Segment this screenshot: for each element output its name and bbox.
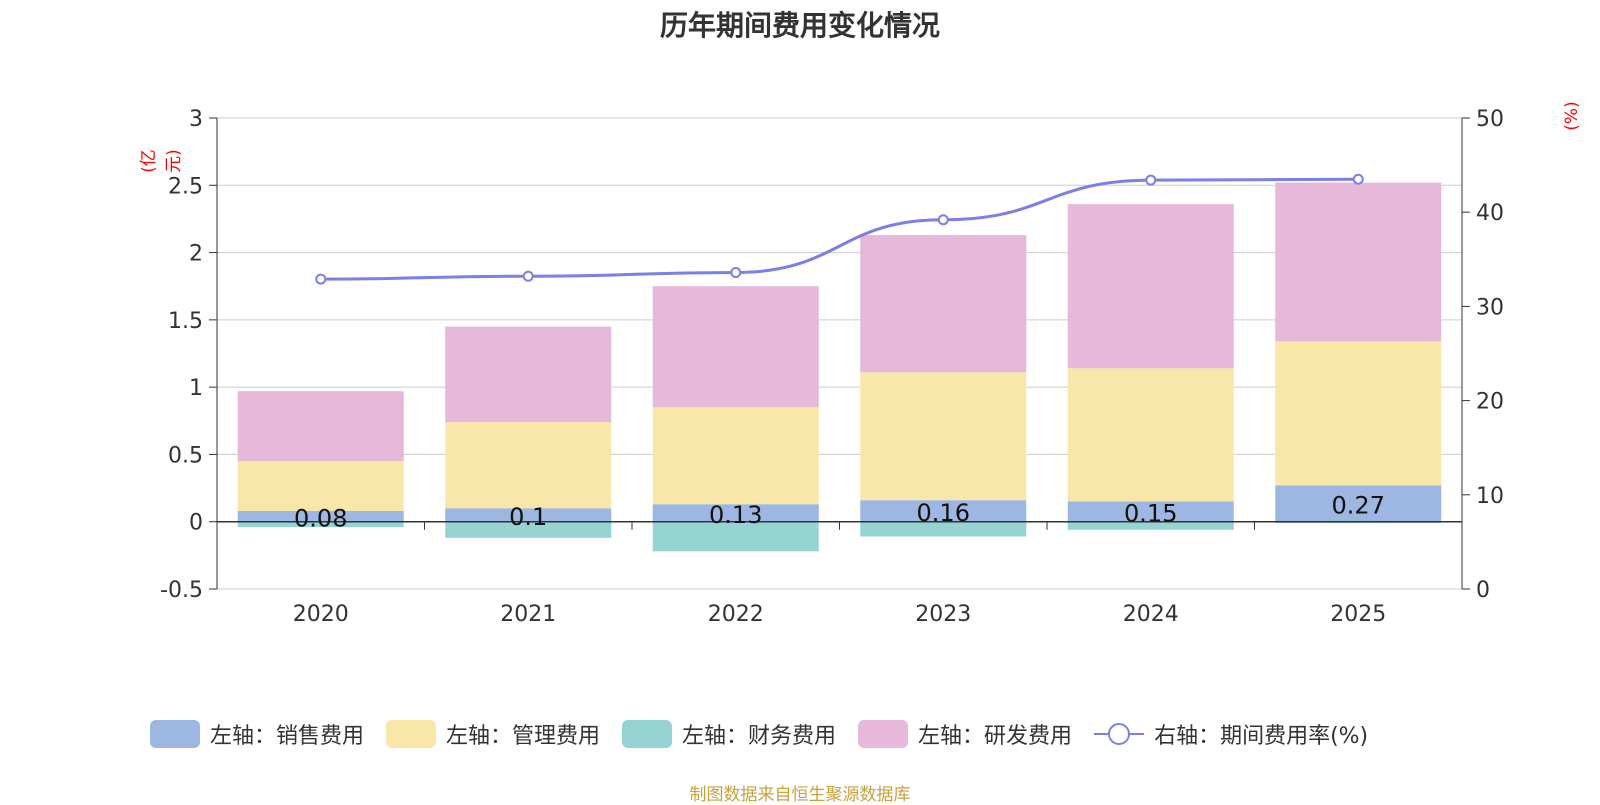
category-label-2023: 2023 bbox=[915, 602, 971, 627]
bar-3-2022 bbox=[652, 286, 819, 408]
right-tick-label: 0 bbox=[1476, 578, 1490, 603]
legend-label-rd: 左轴：研发费用 bbox=[918, 724, 1073, 749]
chart-title: 历年期间费用变化情况 bbox=[659, 9, 940, 42]
left-axis-title: (亿元) bbox=[139, 149, 184, 173]
right-axis-title: (%) bbox=[1562, 101, 1582, 131]
right-tick-label: 40 bbox=[1476, 201, 1504, 226]
left-tick-label: 1.5 bbox=[168, 309, 203, 334]
data-label-2022: 0.13 bbox=[709, 501, 762, 529]
expense-rate-line bbox=[320, 177, 1359, 281]
left-tick-label: 0 bbox=[189, 511, 203, 536]
expense-rate-point-2022 bbox=[730, 266, 742, 278]
legend-swatch-finance bbox=[622, 720, 673, 748]
left-tick-label: -0.5 bbox=[160, 578, 203, 603]
right-tick-label: 30 bbox=[1476, 295, 1504, 320]
legend-label-admin: 左轴：管理费用 bbox=[446, 724, 601, 749]
bar-finance-2022 bbox=[652, 521, 819, 552]
left-tick-label: 0.5 bbox=[168, 443, 203, 468]
bar-0-2022 bbox=[652, 504, 819, 522]
data-source-note: 制图数据来自恒生聚源数据库 bbox=[689, 785, 911, 805]
bar-finance-2021 bbox=[445, 521, 612, 538]
legend-label-finance: 左轴：财务费用 bbox=[682, 724, 837, 749]
right-tick-label: 20 bbox=[1476, 390, 1504, 415]
left-tick-label: 2 bbox=[189, 242, 203, 267]
left-tick-label: 1 bbox=[189, 376, 203, 401]
expense-rate-point-2025 bbox=[1352, 173, 1364, 185]
data-label-2024: 0.15 bbox=[1124, 500, 1177, 528]
legend-item-admin[interactable]: 左轴：管理费用 bbox=[386, 718, 600, 750]
expense-rate-point-2021 bbox=[522, 270, 534, 282]
legend-swatch-sales bbox=[150, 720, 200, 748]
bar-0-2024 bbox=[1067, 501, 1234, 522]
legend-line-icon bbox=[1094, 723, 1145, 745]
bar-finance-2023 bbox=[860, 521, 1027, 537]
legend-swatch-admin bbox=[386, 720, 437, 748]
bar-finance-2024 bbox=[1067, 521, 1234, 530]
bar-1-2022 bbox=[652, 407, 819, 505]
legend-item-rd[interactable]: 左轴：研发费用 bbox=[858, 718, 1072, 750]
bar-3-2020 bbox=[237, 391, 404, 462]
legend-item-finance[interactable]: 左轴：财务费用 bbox=[622, 718, 836, 750]
bar-3-2021 bbox=[445, 326, 612, 423]
bar-0-2023 bbox=[860, 500, 1027, 522]
bar-0-2020 bbox=[237, 510, 404, 522]
bar-0-2021 bbox=[445, 508, 612, 522]
data-label-2023: 0.16 bbox=[917, 499, 970, 527]
category-label-2021: 2021 bbox=[500, 602, 556, 627]
left-tick-label: 3 bbox=[189, 107, 203, 132]
bar-3-2025 bbox=[1275, 182, 1442, 342]
legend-item-sales[interactable]: 左轴：销售费用 bbox=[150, 718, 364, 750]
expense-rate-point-2024 bbox=[1145, 174, 1157, 186]
category-label-2022: 2022 bbox=[708, 602, 764, 627]
left-tick-label: 2.5 bbox=[168, 174, 203, 199]
bar-0-2025 bbox=[1275, 485, 1442, 522]
legend: 左轴：销售费用 左轴：管理费用 左轴：财务费用 左轴：研发费用 右轴：期间费用率… bbox=[150, 718, 1390, 750]
bar-3-2024 bbox=[1067, 204, 1234, 369]
right-tick-label: 10 bbox=[1476, 484, 1504, 509]
data-label-2020: 0.08 bbox=[294, 504, 347, 532]
bar-finance-2020 bbox=[237, 521, 404, 528]
bar-1-2025 bbox=[1275, 341, 1442, 486]
bar-1-2023 bbox=[860, 372, 1027, 501]
legend-swatch-rd bbox=[858, 720, 909, 748]
bar-1-2024 bbox=[1067, 368, 1234, 502]
bar-3-2023 bbox=[860, 235, 1027, 373]
bar-1-2021 bbox=[445, 422, 612, 509]
expense-rate-point-2020 bbox=[315, 273, 327, 285]
category-label-2020: 2020 bbox=[293, 602, 349, 627]
legend-item-expense-rate[interactable]: 右轴：期间费用率(%) bbox=[1094, 718, 1368, 750]
bar-1-2020 bbox=[237, 461, 404, 511]
category-label-2025: 2025 bbox=[1330, 602, 1386, 627]
category-label-2024: 2024 bbox=[1123, 602, 1179, 627]
expense-rate-point-2023 bbox=[937, 214, 949, 226]
right-tick-label: 50 bbox=[1476, 107, 1504, 132]
data-label-2021: 0.1 bbox=[509, 503, 547, 531]
legend-label-sales: 左轴：销售费用 bbox=[210, 724, 365, 749]
data-label-2025: 0.27 bbox=[1332, 492, 1385, 520]
legend-label-expense-rate: 右轴：期间费用率(%) bbox=[1154, 724, 1369, 749]
